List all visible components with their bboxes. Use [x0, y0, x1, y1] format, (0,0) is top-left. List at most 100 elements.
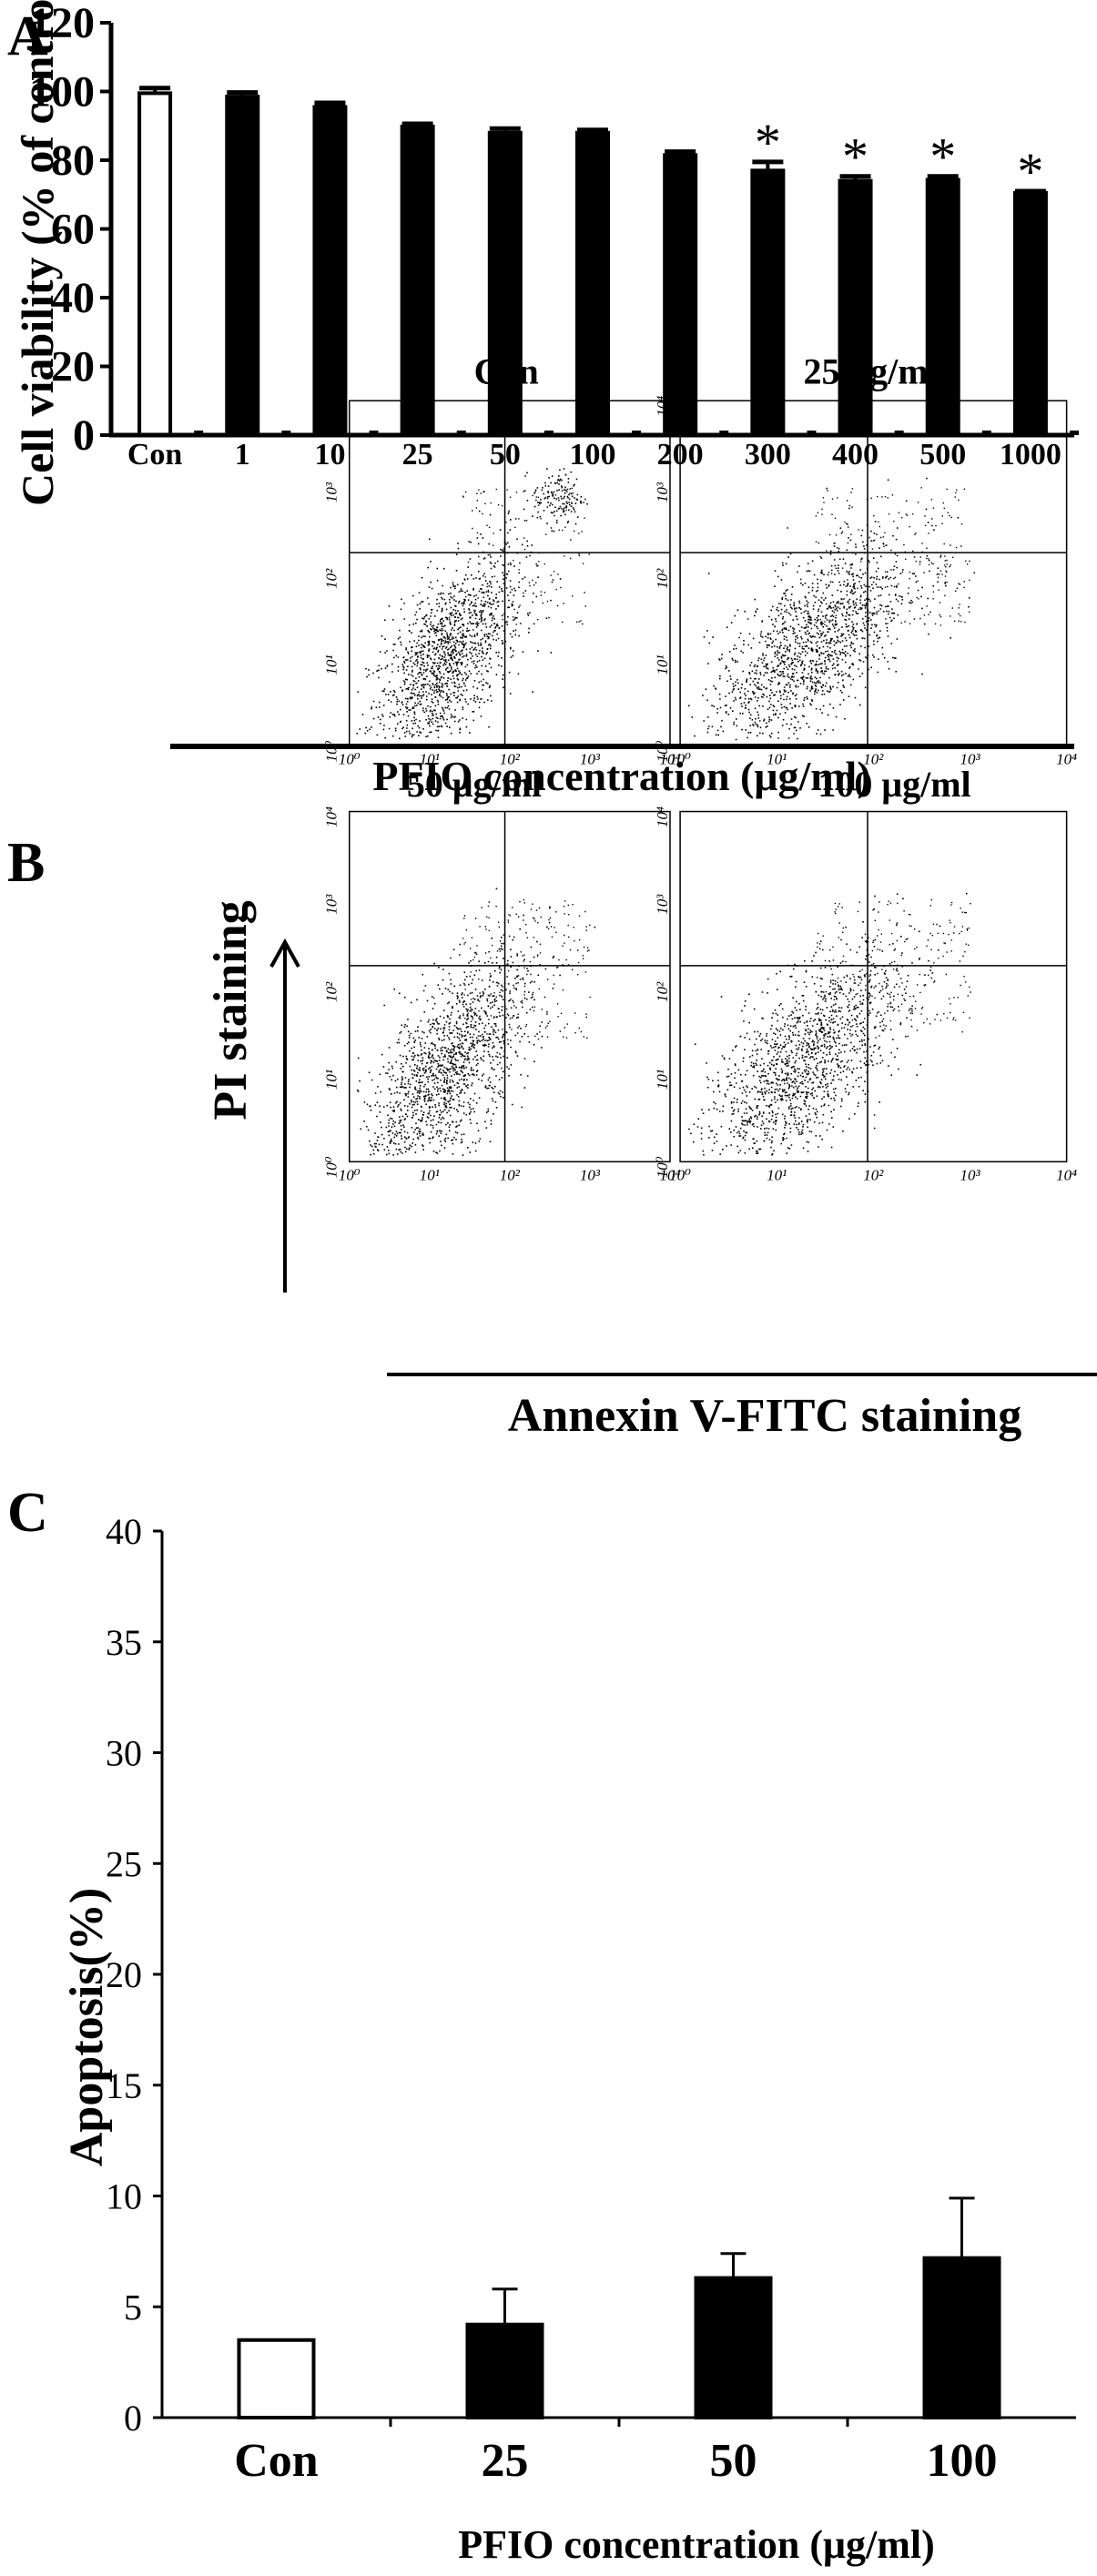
- panel-a-category-label: 300: [745, 438, 791, 472]
- panel-a-bar: [925, 177, 960, 438]
- flow-plot-y-tick-label: 10³: [654, 894, 671, 915]
- panel-c-category-label: 25: [482, 2435, 529, 2487]
- flow-plot-events: [688, 477, 976, 741]
- flow-plot-title: 25 μg/ml: [803, 351, 938, 392]
- flow-plot-y-tick-label: 10¹: [654, 1070, 671, 1090]
- flow-plot-y-tick-label: 10⁰: [654, 1156, 671, 1178]
- panel-a-category-label: Con: [127, 438, 183, 472]
- flow-plot-y-tick-label: 10¹: [323, 1070, 340, 1090]
- panel-c-bar: [465, 2322, 544, 2419]
- panel-a-bar: [312, 105, 348, 438]
- flow-plot-x-tick-label: 10³: [580, 750, 601, 767]
- flow-plot-y-tick-label: 10²: [323, 568, 340, 589]
- flow-plot-x-tick-label: 10¹: [767, 1166, 787, 1183]
- panel-b-letter: B: [7, 832, 45, 894]
- flow-plot-y-tick-label: 10⁰: [323, 1156, 340, 1178]
- panel-a-bar: [663, 153, 698, 437]
- flow-plot-frame: [679, 810, 1068, 1163]
- flow-plot-x-tick-label: 10¹: [420, 1166, 440, 1183]
- panel-a-bar: [225, 95, 260, 437]
- panel-c: C Apoptosis(%) PFIO concentration (μg/ml…: [7, 1482, 1076, 2567]
- flow-plot-y-tick-label: 10⁴: [323, 396, 340, 417]
- flow-plot-x-tick-label: 10¹: [767, 750, 787, 767]
- panel-a-bars: * * * *: [137, 86, 1079, 438]
- panel-c-category-label: 100: [927, 2435, 998, 2487]
- flow-plot-y-tick-label: 10⁰: [654, 740, 671, 762]
- flow-plot-frame: [348, 400, 671, 747]
- flow-plot-y-tick-label: 10⁴: [323, 806, 340, 827]
- panel-a-bar: [575, 130, 610, 438]
- panel-a-category-label: 400: [832, 438, 879, 472]
- flow-plot-x-tick-label: 10⁰: [669, 1166, 691, 1183]
- panel-a-y-tick-label: 120: [29, 0, 95, 47]
- flow-plot-events: [688, 892, 971, 1156]
- panel-a-category-label: 100: [570, 438, 616, 472]
- flow-plot-x-tick-label: 10³: [580, 1166, 601, 1183]
- panel-c-x-axis-label: PFIO concentration (μg/ml): [458, 2522, 935, 2567]
- panel-c-bar: [922, 2256, 1001, 2419]
- flow-plot-title: 50 μg/ml: [407, 764, 542, 805]
- flow-plot-x-tick-label: 10³: [960, 750, 980, 767]
- panel-a-bar: [400, 125, 435, 437]
- flow-plot-x-tick-label: 10⁰: [339, 1166, 361, 1183]
- panel-a-bar: [838, 178, 873, 437]
- panel-c-y-tick-label: 35: [106, 1622, 142, 1663]
- flow-plot-title: 100 μg/ml: [818, 764, 970, 805]
- flow-plot-x-tick-label: 10³: [960, 1166, 980, 1183]
- panel-c-bar: [694, 2276, 773, 2419]
- panel-c-y-tick-label: 25: [106, 1843, 142, 1884]
- flow-plot-y-tick-label: 10¹: [654, 655, 671, 675]
- pi-axis-arrowhead: [269, 938, 300, 968]
- flow-plot-x-tick-label: 10⁴: [1056, 1166, 1077, 1183]
- flow-plot-x-tick-label: 10⁴: [660, 1166, 681, 1183]
- panel-a-bar: [1012, 190, 1048, 438]
- panel-c-y-tick-label: 0: [124, 2398, 142, 2439]
- panel-a-x-axis-label: PFIO concentration (μg/ml): [372, 753, 870, 799]
- flow-plot-y-tick-label: 10³: [323, 482, 340, 502]
- flow-plot-x-tick-label: 10⁴: [1056, 750, 1077, 767]
- panel-c-y-tick-label: 5: [124, 2287, 142, 2328]
- panel-a-category-label: 25: [402, 438, 433, 472]
- panel-a-category-label: 1000: [1000, 438, 1061, 472]
- flow-plot-frame: [679, 400, 1068, 747]
- flow-plot-title: Con: [474, 351, 539, 392]
- flow-plot-events: [356, 887, 596, 1156]
- panel-a-bar: [750, 168, 786, 437]
- panel-c-category-label: Con: [234, 2435, 319, 2487]
- annexin-staining-label: Annexin V-FITC staining: [508, 1390, 1021, 1442]
- flow-plot-y-tick-label: 10⁴: [654, 806, 671, 827]
- panel-c-y-tick-label: 15: [106, 2065, 142, 2106]
- panel-a-letter: A: [7, 5, 48, 67]
- panel-a-y-axis-label: Cell viability (% of control): [12, 0, 63, 506]
- flow-plot-x-tick-label: 10⁰: [669, 750, 691, 767]
- flow-plot-x-tick-label: 10⁴: [660, 750, 681, 767]
- flow-plot-frame: [348, 810, 671, 1163]
- flow-plot-x-tick-label: 10²: [500, 750, 521, 767]
- panel-a-significance-marker: *: [755, 113, 781, 172]
- panel-a-significance-marker: *: [929, 127, 956, 187]
- panel-c-y-tick-label: 20: [106, 1954, 142, 1995]
- panel-c-category-labels: Con 25 50 100: [234, 2435, 997, 2487]
- panel-c-bar: [237, 2338, 316, 2419]
- panel-a-y-tick-label: 20: [51, 343, 95, 391]
- panel-a-bar: [137, 91, 173, 437]
- panel-c-y-tick-label: 40: [106, 1511, 142, 1552]
- flow-plot-y-tick-label: 10²: [323, 981, 340, 1002]
- panel-a-category-label: 1: [235, 438, 250, 472]
- panel-c-bars: [237, 2196, 1001, 2427]
- panel-a-significance-marker: *: [1017, 142, 1043, 201]
- panel-a-y-tick-label: 60: [51, 206, 95, 254]
- flow-plot-x-tick-label: 10²: [863, 750, 884, 767]
- flow-plot-events: [356, 468, 590, 740]
- panel-a-category-label: 10: [314, 438, 345, 472]
- panel-c-category-label: 50: [710, 2435, 757, 2487]
- flow-plot-dots: [688, 892, 971, 1156]
- panel-a-significance-marker: *: [842, 127, 868, 187]
- panel-b: B PI staining Annexin V-FITC staining Co…: [7, 351, 1097, 1442]
- flow-plot-dots: [356, 887, 596, 1156]
